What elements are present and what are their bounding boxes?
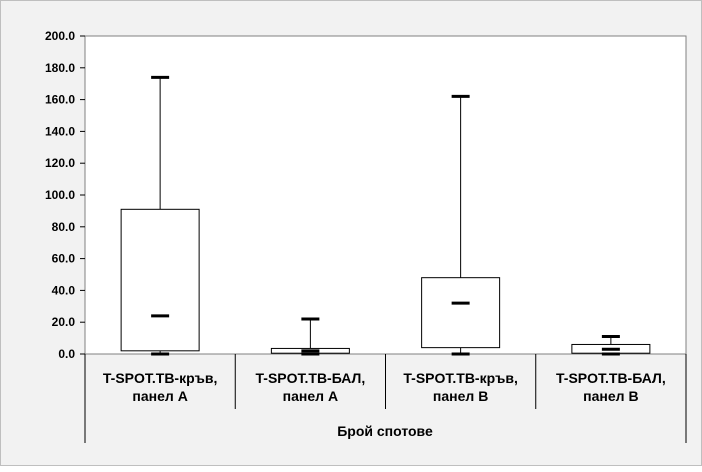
y-tick-label: 60.0: [52, 252, 76, 266]
y-tick-label: 200.0: [45, 29, 75, 43]
y-tick-label: 160.0: [45, 93, 75, 107]
x-category-label-line1: T-SPOT.TB-БАЛ,: [256, 370, 366, 386]
y-tick-label: 40.0: [52, 283, 76, 297]
y-tick-label: 0.0: [58, 347, 75, 361]
y-tick-label: 100.0: [45, 188, 75, 202]
x-axis: T-SPOT.TB-кръв, панел А T-SPOT.TB-БАЛ, пане…: [84, 354, 687, 443]
y-tick-label: 120.0: [45, 156, 75, 170]
y-tick-label: 80.0: [52, 220, 76, 234]
box-series: [120, 75, 651, 356]
x-axis-title: Брой спотове: [337, 423, 433, 439]
x-category-label-line2: панел В: [583, 388, 638, 404]
box-4: [571, 335, 651, 356]
y-tick-label: 180.0: [45, 61, 75, 75]
box-iqr: [120, 208, 200, 352]
x-category-label-line1: T-SPOT.TB-кръв,: [103, 370, 217, 386]
y-axis: 0.0 20.0 40.0 60.0 80.0 100.0 120.0 140.0 160.0 1…: [45, 29, 85, 361]
x-category-label-line2: панел А: [132, 388, 187, 404]
box-iqr: [421, 277, 501, 349]
x-category-label-line1: T-SPOT.TB-кръв,: [403, 370, 517, 386]
box-3: [421, 94, 501, 356]
box-2: [270, 317, 350, 356]
y-tick-label: 140.0: [45, 124, 75, 138]
x-category-label-line1: T-SPOT.TB-БАЛ,: [556, 370, 666, 386]
x-category-label-line2: панел А: [283, 388, 338, 404]
box-1: [120, 75, 200, 356]
x-category-label-line2: панел В: [433, 388, 488, 404]
y-tick-label: 20.0: [52, 315, 76, 329]
